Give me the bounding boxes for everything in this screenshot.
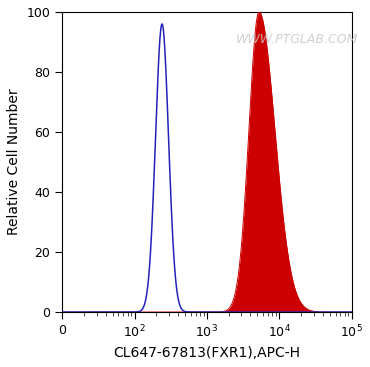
X-axis label: CL647-67813(FXR1),APC-H: CL647-67813(FXR1),APC-H — [113, 346, 300, 360]
Y-axis label: Relative Cell Number: Relative Cell Number — [7, 89, 21, 235]
Text: WWW.PTGLAB.COM: WWW.PTGLAB.COM — [236, 33, 358, 46]
